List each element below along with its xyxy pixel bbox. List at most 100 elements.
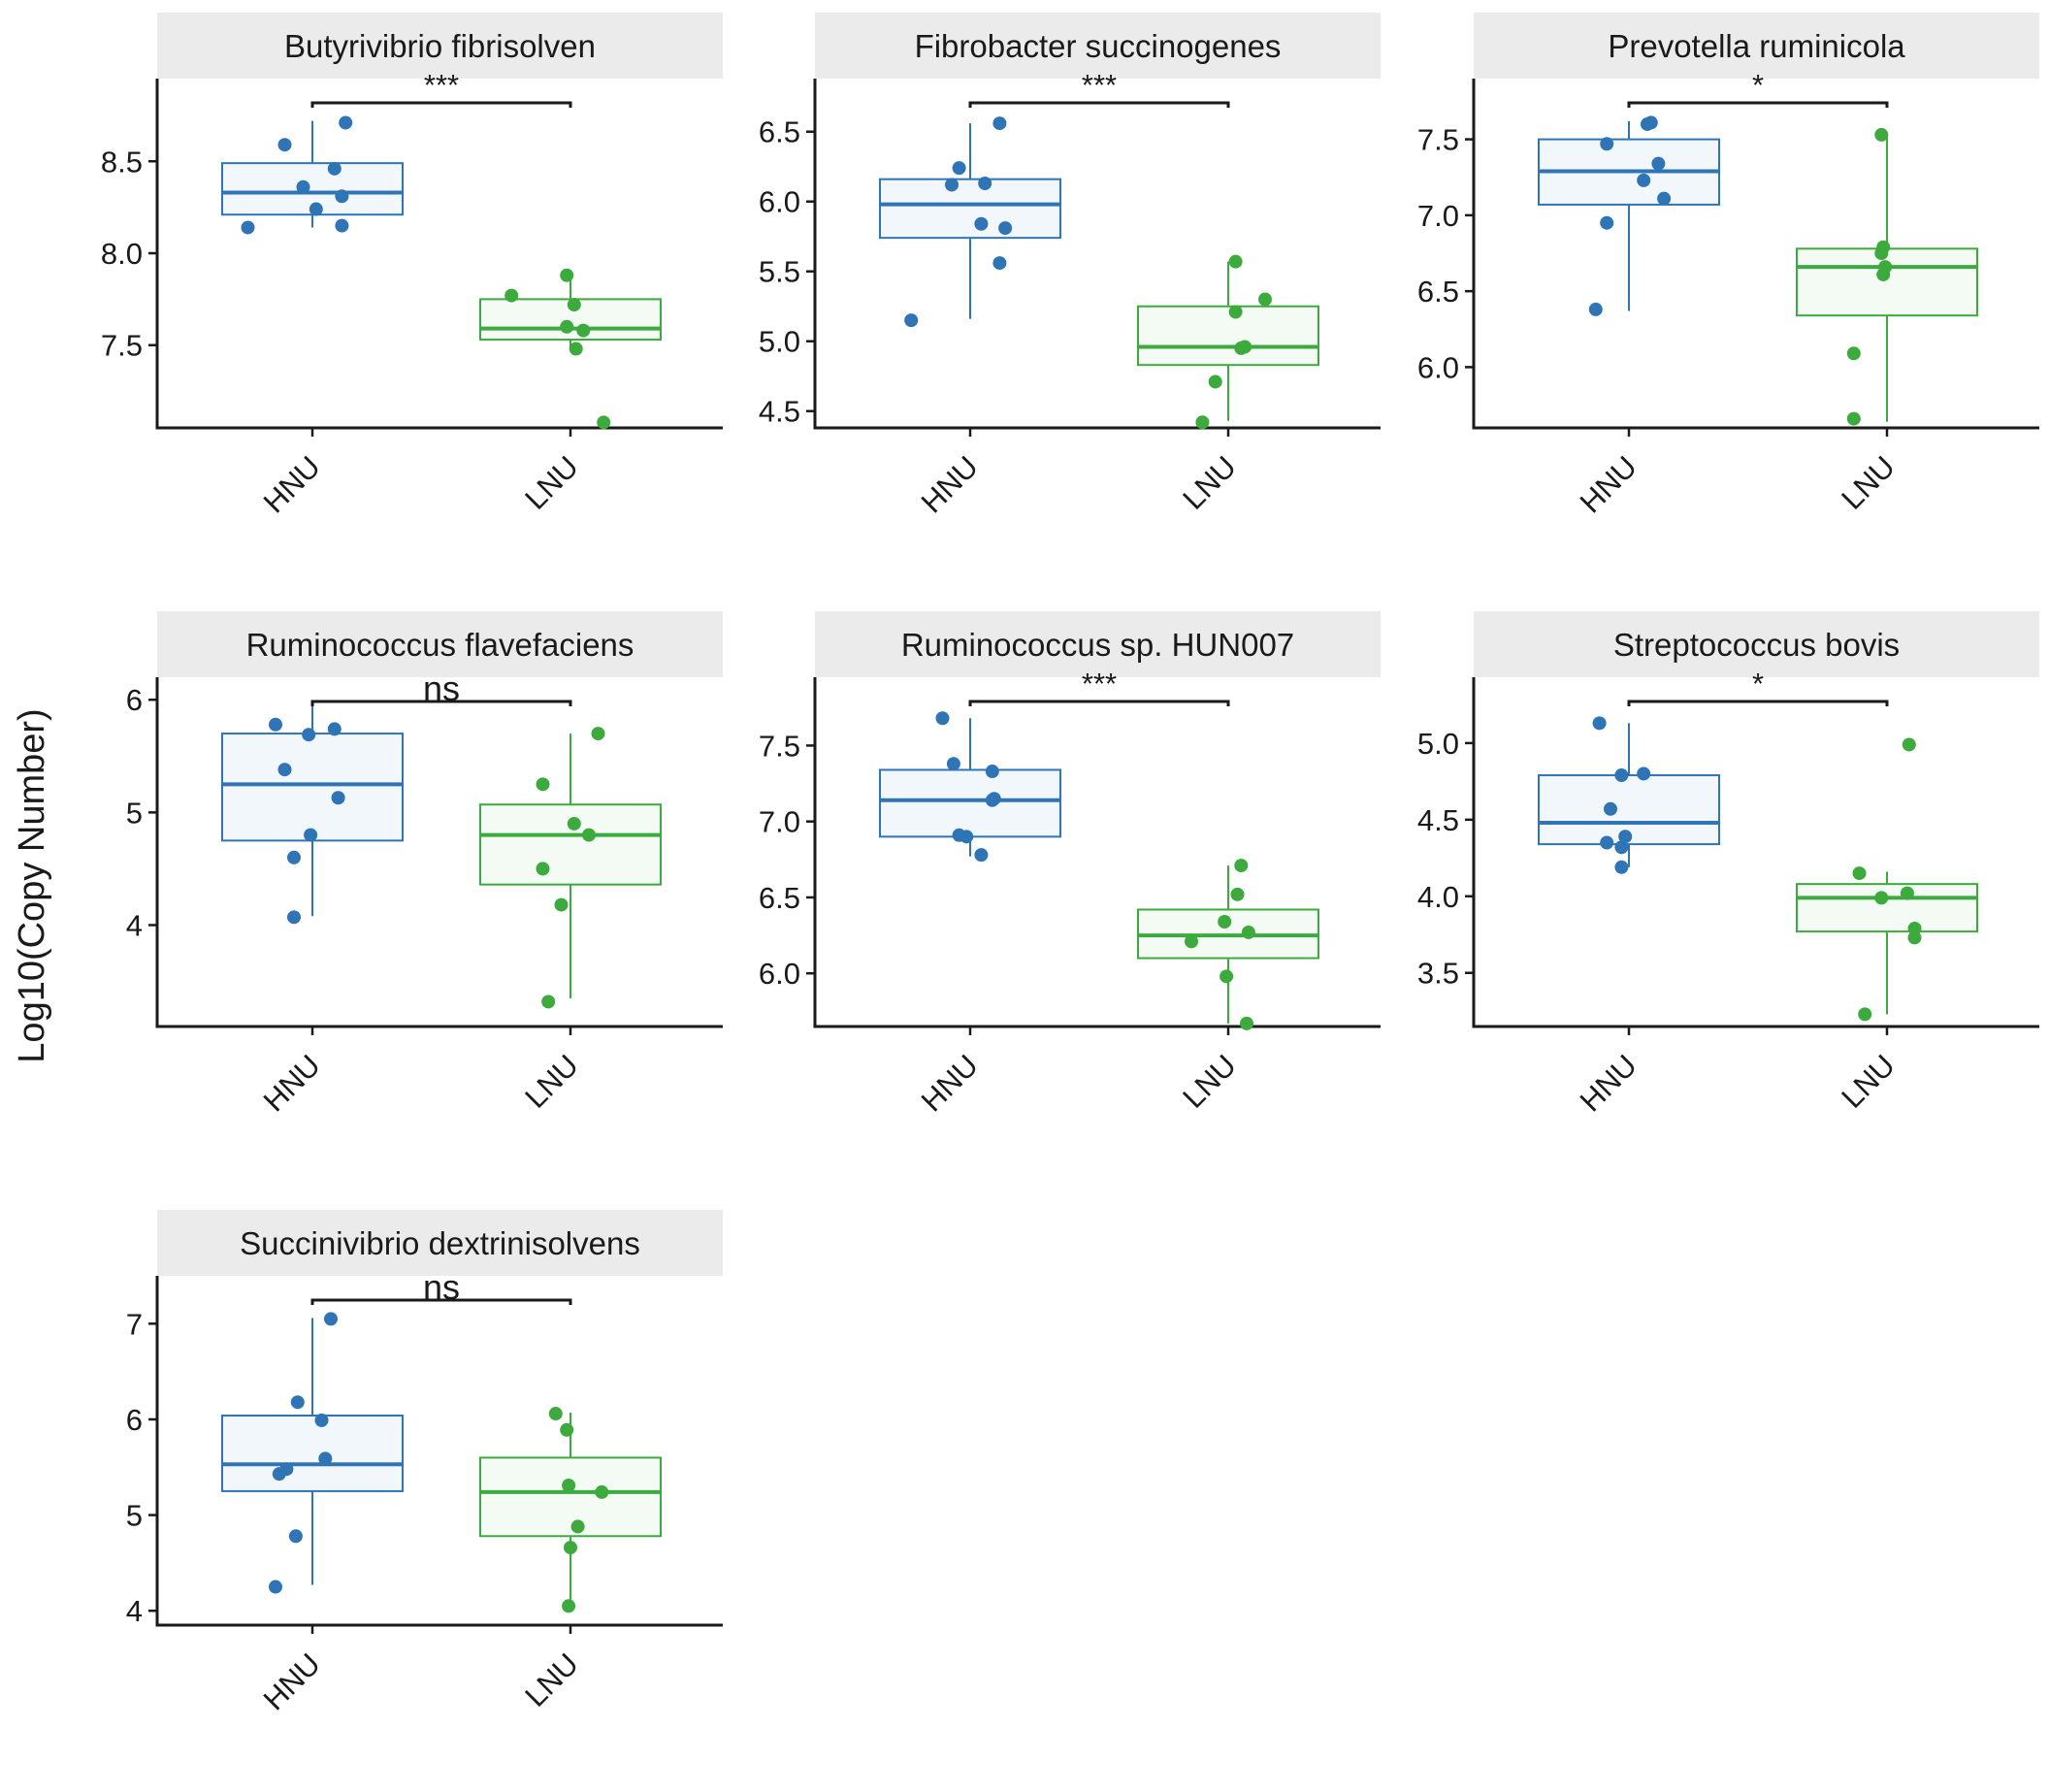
data-point (1228, 254, 1243, 269)
data-point (904, 313, 919, 328)
y-tick-label: 6.5 (1417, 275, 1459, 309)
data-point (1588, 302, 1603, 316)
significance-label: *** (1082, 667, 1117, 701)
data-point (335, 218, 349, 233)
data-point (314, 1413, 329, 1427)
significance-bracket (310, 700, 572, 706)
facet-title: Ruminococcus sp. HUN007 (901, 627, 1294, 663)
data-point (1238, 340, 1252, 354)
significance-bracket (310, 1298, 572, 1305)
y-tick-label: 6 (126, 1403, 143, 1437)
box-iqr (1796, 247, 1978, 317)
data-point (1218, 915, 1232, 929)
data-point (576, 323, 591, 338)
data-point (992, 116, 1007, 131)
data-point (536, 777, 550, 792)
data-point (569, 342, 583, 356)
significance-label: * (1752, 68, 1764, 102)
data-point (1240, 1016, 1253, 1030)
data-point (1208, 375, 1222, 389)
facet-title: Ruminococcus flavefaciens (246, 627, 634, 663)
data-point (1651, 156, 1666, 171)
data-point (595, 1484, 609, 1499)
y-tick-label: 6.5 (759, 881, 800, 915)
x-tick-label: LNU (518, 1048, 585, 1115)
data-point (504, 288, 519, 303)
data-point (1258, 292, 1272, 307)
data-point (318, 1451, 333, 1466)
facet-panel: Ruminococcus flavefaciens 4 5 6 HNU LNU ns (126, 611, 723, 1118)
facet-panel: Fibrobacter succinogenes 4.5 5.0 5.5 6.0 6.5 H… (759, 13, 1381, 519)
y-tick-label: 6 (126, 683, 143, 717)
data-point (1858, 1007, 1872, 1022)
facet-panel: Butyrivibrio fibrisolven 7.5 8.0 8.5 HNU LNU *… (101, 13, 723, 519)
y-tick-label: 8.0 (101, 237, 143, 271)
x-tick-label: LNU (518, 1646, 585, 1713)
data-point (1637, 766, 1651, 781)
data-point (269, 1580, 282, 1594)
y-tick-label: 6.5 (759, 115, 800, 149)
data-point (562, 1599, 576, 1613)
data-point (1846, 346, 1861, 361)
facet-strip (157, 1210, 723, 1276)
y-tick-label: 7.5 (759, 729, 800, 763)
data-point (1876, 267, 1891, 281)
data-point (1657, 191, 1672, 206)
facet-title: Streptococcus bovis (1613, 627, 1900, 663)
box-iqr (221, 1415, 404, 1492)
facet-panel: Prevotella ruminicola 6.0 6.5 7.0 7.5 HNU LNU * (1417, 13, 2039, 519)
data-point (324, 1312, 338, 1326)
data-point (1195, 415, 1210, 430)
y-tick-label: 4 (126, 908, 143, 942)
facet-title: Prevotella ruminicola (1608, 28, 1905, 64)
data-point (279, 1462, 294, 1477)
data-point (1852, 866, 1867, 881)
data-point (327, 161, 342, 176)
facet-panel: Ruminococcus sp. HUN007 6.0 6.5 7.0 7.5 HNU LN… (759, 611, 1381, 1118)
data-point (335, 189, 349, 204)
data-point (541, 994, 556, 1009)
data-point (536, 862, 550, 876)
data-point (935, 711, 950, 726)
significance-bracket (968, 700, 1230, 706)
data-point (304, 828, 318, 842)
data-point (327, 722, 342, 736)
data-point (945, 178, 959, 192)
x-tick-label: HNU (257, 1646, 327, 1716)
data-point (1902, 737, 1916, 752)
data-point (987, 792, 1001, 806)
box-iqr (221, 733, 404, 842)
data-point (1637, 173, 1651, 187)
data-point (554, 897, 569, 912)
data-point (277, 763, 292, 777)
y-tick-label: 7.0 (759, 805, 800, 839)
data-point (1600, 137, 1614, 151)
data-point (1592, 716, 1607, 731)
data-point (562, 1479, 576, 1492)
y-tick-label: 8.5 (101, 145, 143, 179)
y-tick-label: 6.0 (1417, 350, 1459, 384)
data-point (1900, 886, 1914, 900)
data-point (959, 830, 974, 844)
facet-panel: Succinivibrio dextrinisolvens 4 5 6 7 HNU LNU n… (126, 1210, 723, 1716)
significance-label: ns (423, 1267, 460, 1307)
data-point (567, 298, 581, 312)
data-point (269, 717, 282, 732)
data-point (1846, 411, 1861, 426)
x-tick-label: HNU (1574, 449, 1643, 519)
significance-bracket (310, 101, 572, 108)
significance-label: * (1752, 667, 1764, 701)
data-point (287, 910, 301, 925)
box-iqr (879, 178, 1061, 240)
data-point (1614, 860, 1629, 874)
data-point (1874, 891, 1889, 905)
data-point (560, 268, 574, 282)
y-tick-label: 3.5 (1417, 957, 1459, 991)
data-point (1600, 835, 1614, 850)
y-tick-label: 4.0 (1417, 880, 1459, 914)
data-point (560, 319, 574, 334)
y-tick-label: 5 (126, 796, 143, 830)
significance-bracket (968, 101, 1230, 108)
data-point (1185, 934, 1198, 949)
data-point (974, 216, 989, 231)
